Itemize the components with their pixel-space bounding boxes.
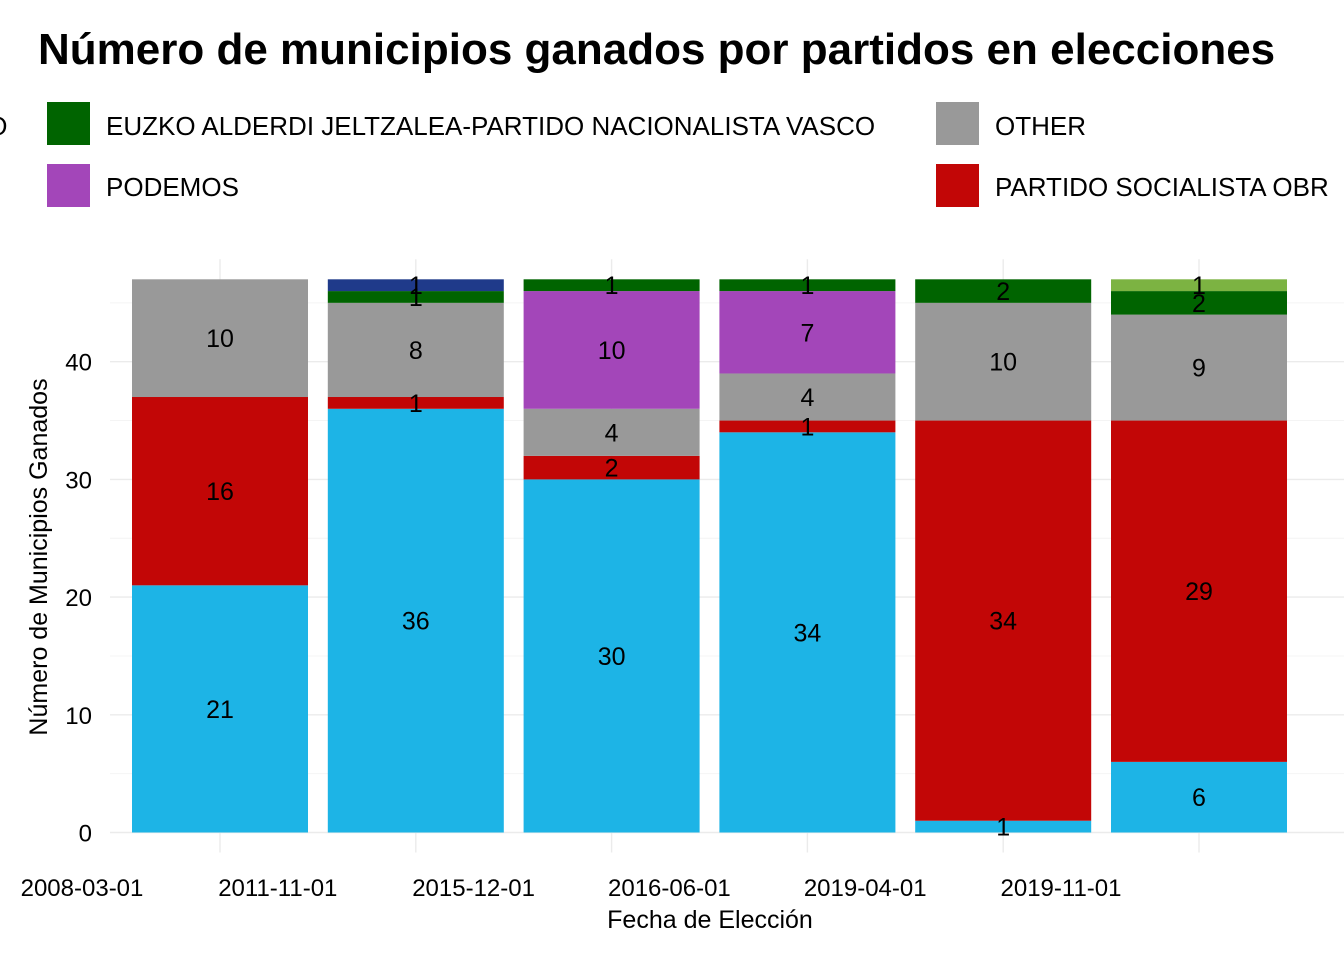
legend-label: EUZKO ALDERDI JELTZALEA-PARTIDO NACIONAL… — [106, 111, 875, 141]
bar-segment — [915, 420, 1092, 821]
data-label: 1 — [800, 272, 814, 300]
bar-segment — [915, 820, 1092, 833]
data-label: 2 — [996, 278, 1010, 306]
data-label: 6 — [1192, 784, 1206, 812]
bar-segment — [719, 279, 896, 292]
y-tick-label: 30 — [65, 467, 92, 494]
x-axis: 2008-03-01 2011-11-01 2015-12-01 2016-06-01… — [21, 875, 1122, 902]
legend-key — [47, 164, 90, 207]
legend-label: PODEMOS — [106, 172, 239, 202]
legend-label: OTHER — [995, 111, 1086, 141]
data-label: 1 — [409, 284, 423, 312]
y-tick-label: 20 — [65, 585, 92, 612]
data-label: 8 — [409, 337, 423, 365]
data-label: 10 — [206, 325, 234, 353]
x-tick-label: 2011-11-01 — [218, 875, 337, 902]
legend-key — [936, 102, 979, 145]
data-label: 29 — [1185, 578, 1213, 606]
y-tick-label: 40 — [65, 350, 92, 377]
bar-segment — [327, 408, 504, 833]
data-label: 10 — [598, 337, 626, 365]
data-label: 4 — [605, 419, 619, 447]
bar-segment — [719, 291, 896, 374]
data-label: 21 — [206, 696, 234, 724]
bar-segment — [327, 397, 504, 409]
data-label: 2 — [1192, 290, 1206, 318]
legend-label: IO — [0, 111, 7, 141]
data-label: 36 — [402, 608, 430, 636]
data-label: 1 — [996, 814, 1010, 842]
y-axis: 0 10 20 30 40 — [65, 350, 92, 848]
legend: IO EUZKO ALDERDI JELTZALEA-PARTIDO NACION… — [0, 102, 1329, 207]
data-label: 10 — [989, 349, 1017, 377]
data-label: 16 — [206, 478, 234, 506]
bar-segment — [1111, 420, 1287, 762]
bar-segment — [915, 279, 1092, 303]
bar-segment — [523, 408, 700, 456]
data-label: 2 — [605, 455, 619, 483]
legend-key — [47, 102, 90, 145]
data-label: 1 — [800, 413, 814, 441]
bar-segment — [1111, 291, 1287, 315]
data-label: 1 — [409, 272, 423, 300]
data-label: 34 — [793, 619, 821, 647]
x-tick-label: 2019-04-01 — [804, 875, 927, 902]
y-tick-label: 0 — [79, 821, 92, 848]
x-tick-label: 2019-11-01 — [1001, 875, 1122, 902]
bars — [132, 279, 1287, 833]
x-tick-label: 2008-03-01 — [21, 875, 144, 902]
bar-segment — [1111, 314, 1287, 421]
bar-segment — [523, 291, 700, 409]
bar-segment — [327, 291, 504, 303]
data-label: 30 — [598, 643, 626, 671]
y-tick-label: 10 — [65, 703, 92, 730]
bar-segment — [132, 279, 308, 398]
legend-label: PARTIDO SOCIALISTA OBR — [995, 172, 1329, 202]
bar-segment — [132, 585, 308, 833]
legend-key — [936, 164, 979, 207]
bar-segment — [1111, 279, 1287, 292]
bar-segment — [327, 302, 504, 398]
bar-segment — [719, 432, 896, 833]
bar-segment — [523, 479, 700, 833]
data-label: 4 — [800, 384, 814, 412]
bar-segment — [327, 279, 504, 292]
data-label: 34 — [989, 608, 1017, 636]
bar-segment — [915, 302, 1092, 421]
data-label: 9 — [1192, 355, 1206, 383]
data-label: 1 — [1192, 272, 1206, 300]
bar-segment — [719, 420, 896, 433]
y-axis-title: Número de Municipios Ganados — [25, 378, 53, 735]
data-label: 1 — [605, 272, 619, 300]
x-tick-label: 2016-06-01 — [608, 875, 731, 902]
chart-title: Número de municipios ganados por partido… — [38, 25, 1275, 74]
bar-segment — [719, 373, 896, 421]
bar-segment — [523, 279, 700, 292]
data-label: 7 — [800, 319, 814, 347]
bar-segment — [523, 455, 700, 480]
bar-segment — [1111, 761, 1287, 833]
x-tick-label: 2015-12-01 — [412, 875, 535, 902]
data-label: 1 — [409, 390, 423, 418]
bar-segment — [132, 397, 308, 586]
x-axis-title: Fecha de Elección — [607, 906, 813, 934]
